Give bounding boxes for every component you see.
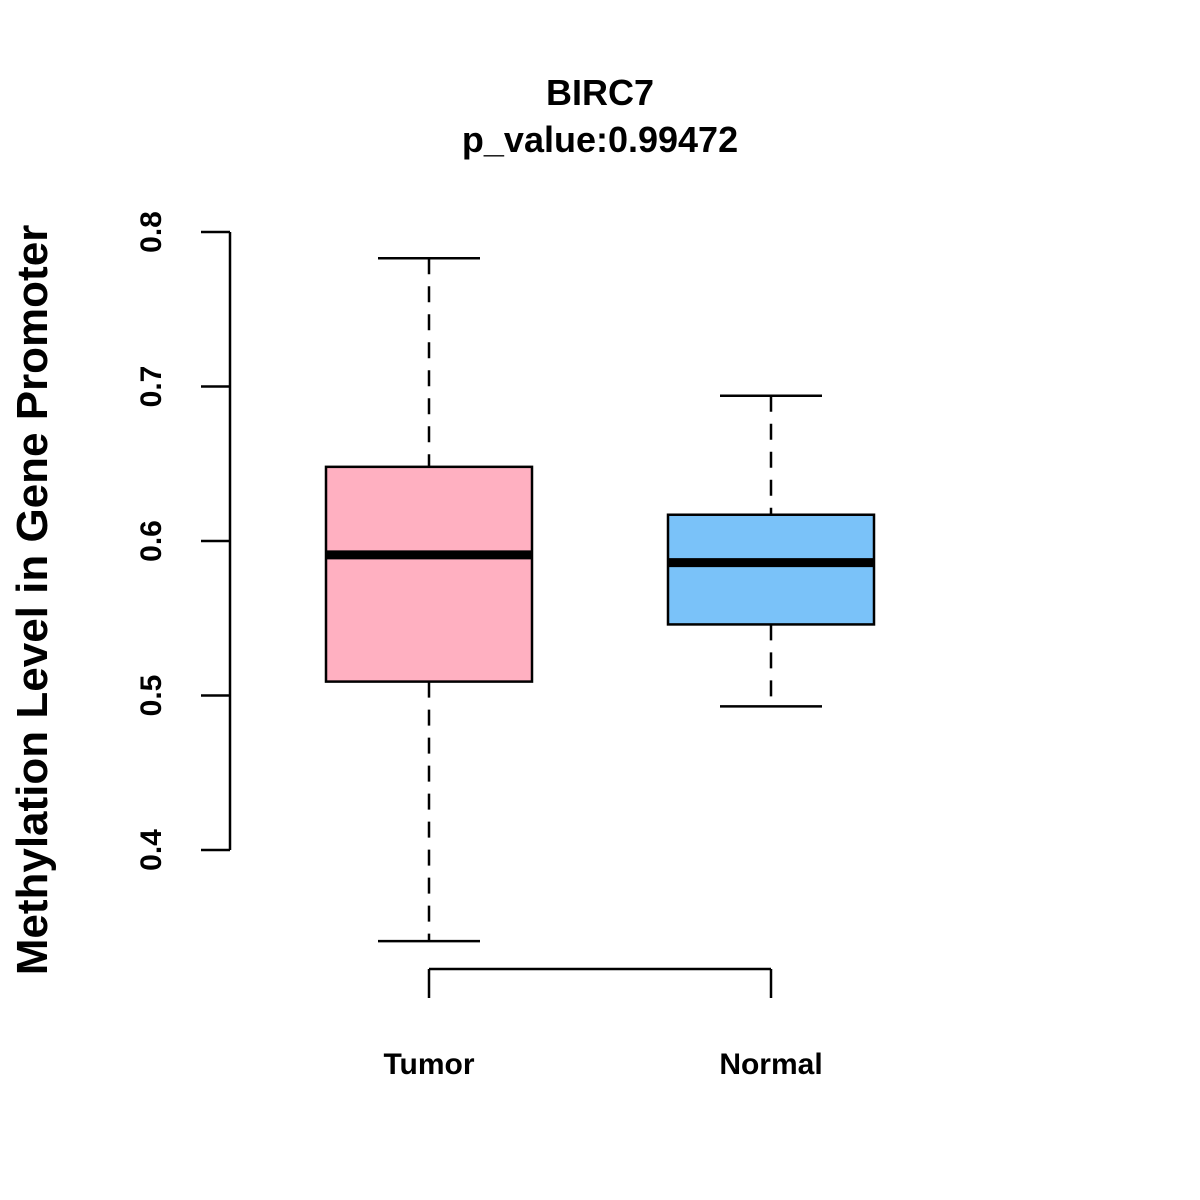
y-tick-label-3: 0.7 bbox=[135, 366, 168, 408]
x-tick-label-normal: Normal bbox=[719, 1048, 822, 1081]
x-tick-label-tumor: Tumor bbox=[383, 1048, 474, 1081]
x-axis: Tumor Normal bbox=[383, 967, 823, 1081]
boxes bbox=[324, 257, 876, 943]
iqr-box-tumor bbox=[324, 465, 534, 683]
chart-subtitle: p_value:0.99472 bbox=[462, 119, 738, 160]
chart-title: BIRC7 bbox=[546, 72, 654, 113]
y-tick-label-4: 0.8 bbox=[135, 211, 168, 253]
box-tumor bbox=[324, 257, 534, 943]
y-tick-label-0: 0.4 bbox=[135, 829, 168, 871]
y-axis-label: Methylation Level in Gene Promoter bbox=[8, 225, 57, 976]
y-axis: 0.4 0.5 0.6 0.7 0.8 bbox=[135, 211, 232, 871]
y-tick-label-2: 0.6 bbox=[135, 520, 168, 562]
box-normal bbox=[666, 394, 876, 708]
y-tick-label-1: 0.5 bbox=[135, 675, 168, 717]
iqr-box-normal bbox=[666, 513, 876, 626]
